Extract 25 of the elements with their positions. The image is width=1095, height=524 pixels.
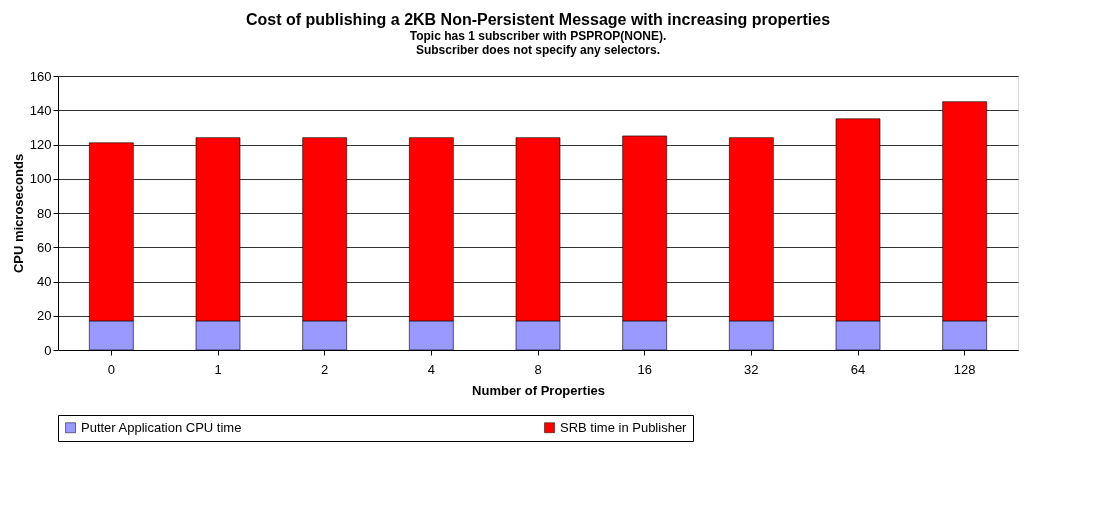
x-tick-label: 4 xyxy=(427,361,435,377)
y-tick-label: 0 xyxy=(44,342,52,358)
text: Subscriber does not specify any selectors. xyxy=(415,43,661,57)
y-tick-label: 100 xyxy=(29,171,52,187)
x-tick-label: 8 xyxy=(534,361,542,377)
y-axis-title: CPU microseconds xyxy=(10,153,26,274)
x-tick-label: 64 xyxy=(850,361,866,377)
y-tick-label: 120 xyxy=(29,137,52,152)
x-tick-label: 0 xyxy=(107,361,115,377)
x-tick-label: 128 xyxy=(953,361,976,377)
legend-label: Putter Application CPU time xyxy=(81,419,242,435)
legend-label: SRB time in Publisher xyxy=(560,419,688,435)
y-tick-label: 140 xyxy=(29,102,52,118)
text: Topic has 1 subscriber with PSPROP(NONE). xyxy=(409,29,667,43)
x-tick-label: 1 xyxy=(214,361,222,377)
y-tick-label: 40 xyxy=(37,274,52,289)
y-tick-label: 20 xyxy=(37,308,52,324)
x-tick-label: 16 xyxy=(637,361,652,377)
y-tick-label: 80 xyxy=(37,205,52,221)
y-tick-label: 60 xyxy=(37,239,52,255)
x-axis-title: Number of Properties xyxy=(472,382,605,398)
x-tick-label: 2 xyxy=(321,361,329,377)
chart-title: Cost of publishing a 2KB Non-Persistent Message with increasing properties xyxy=(245,11,831,28)
x-tick-label: 32 xyxy=(744,361,759,377)
y-tick-label: 160 xyxy=(29,68,52,84)
